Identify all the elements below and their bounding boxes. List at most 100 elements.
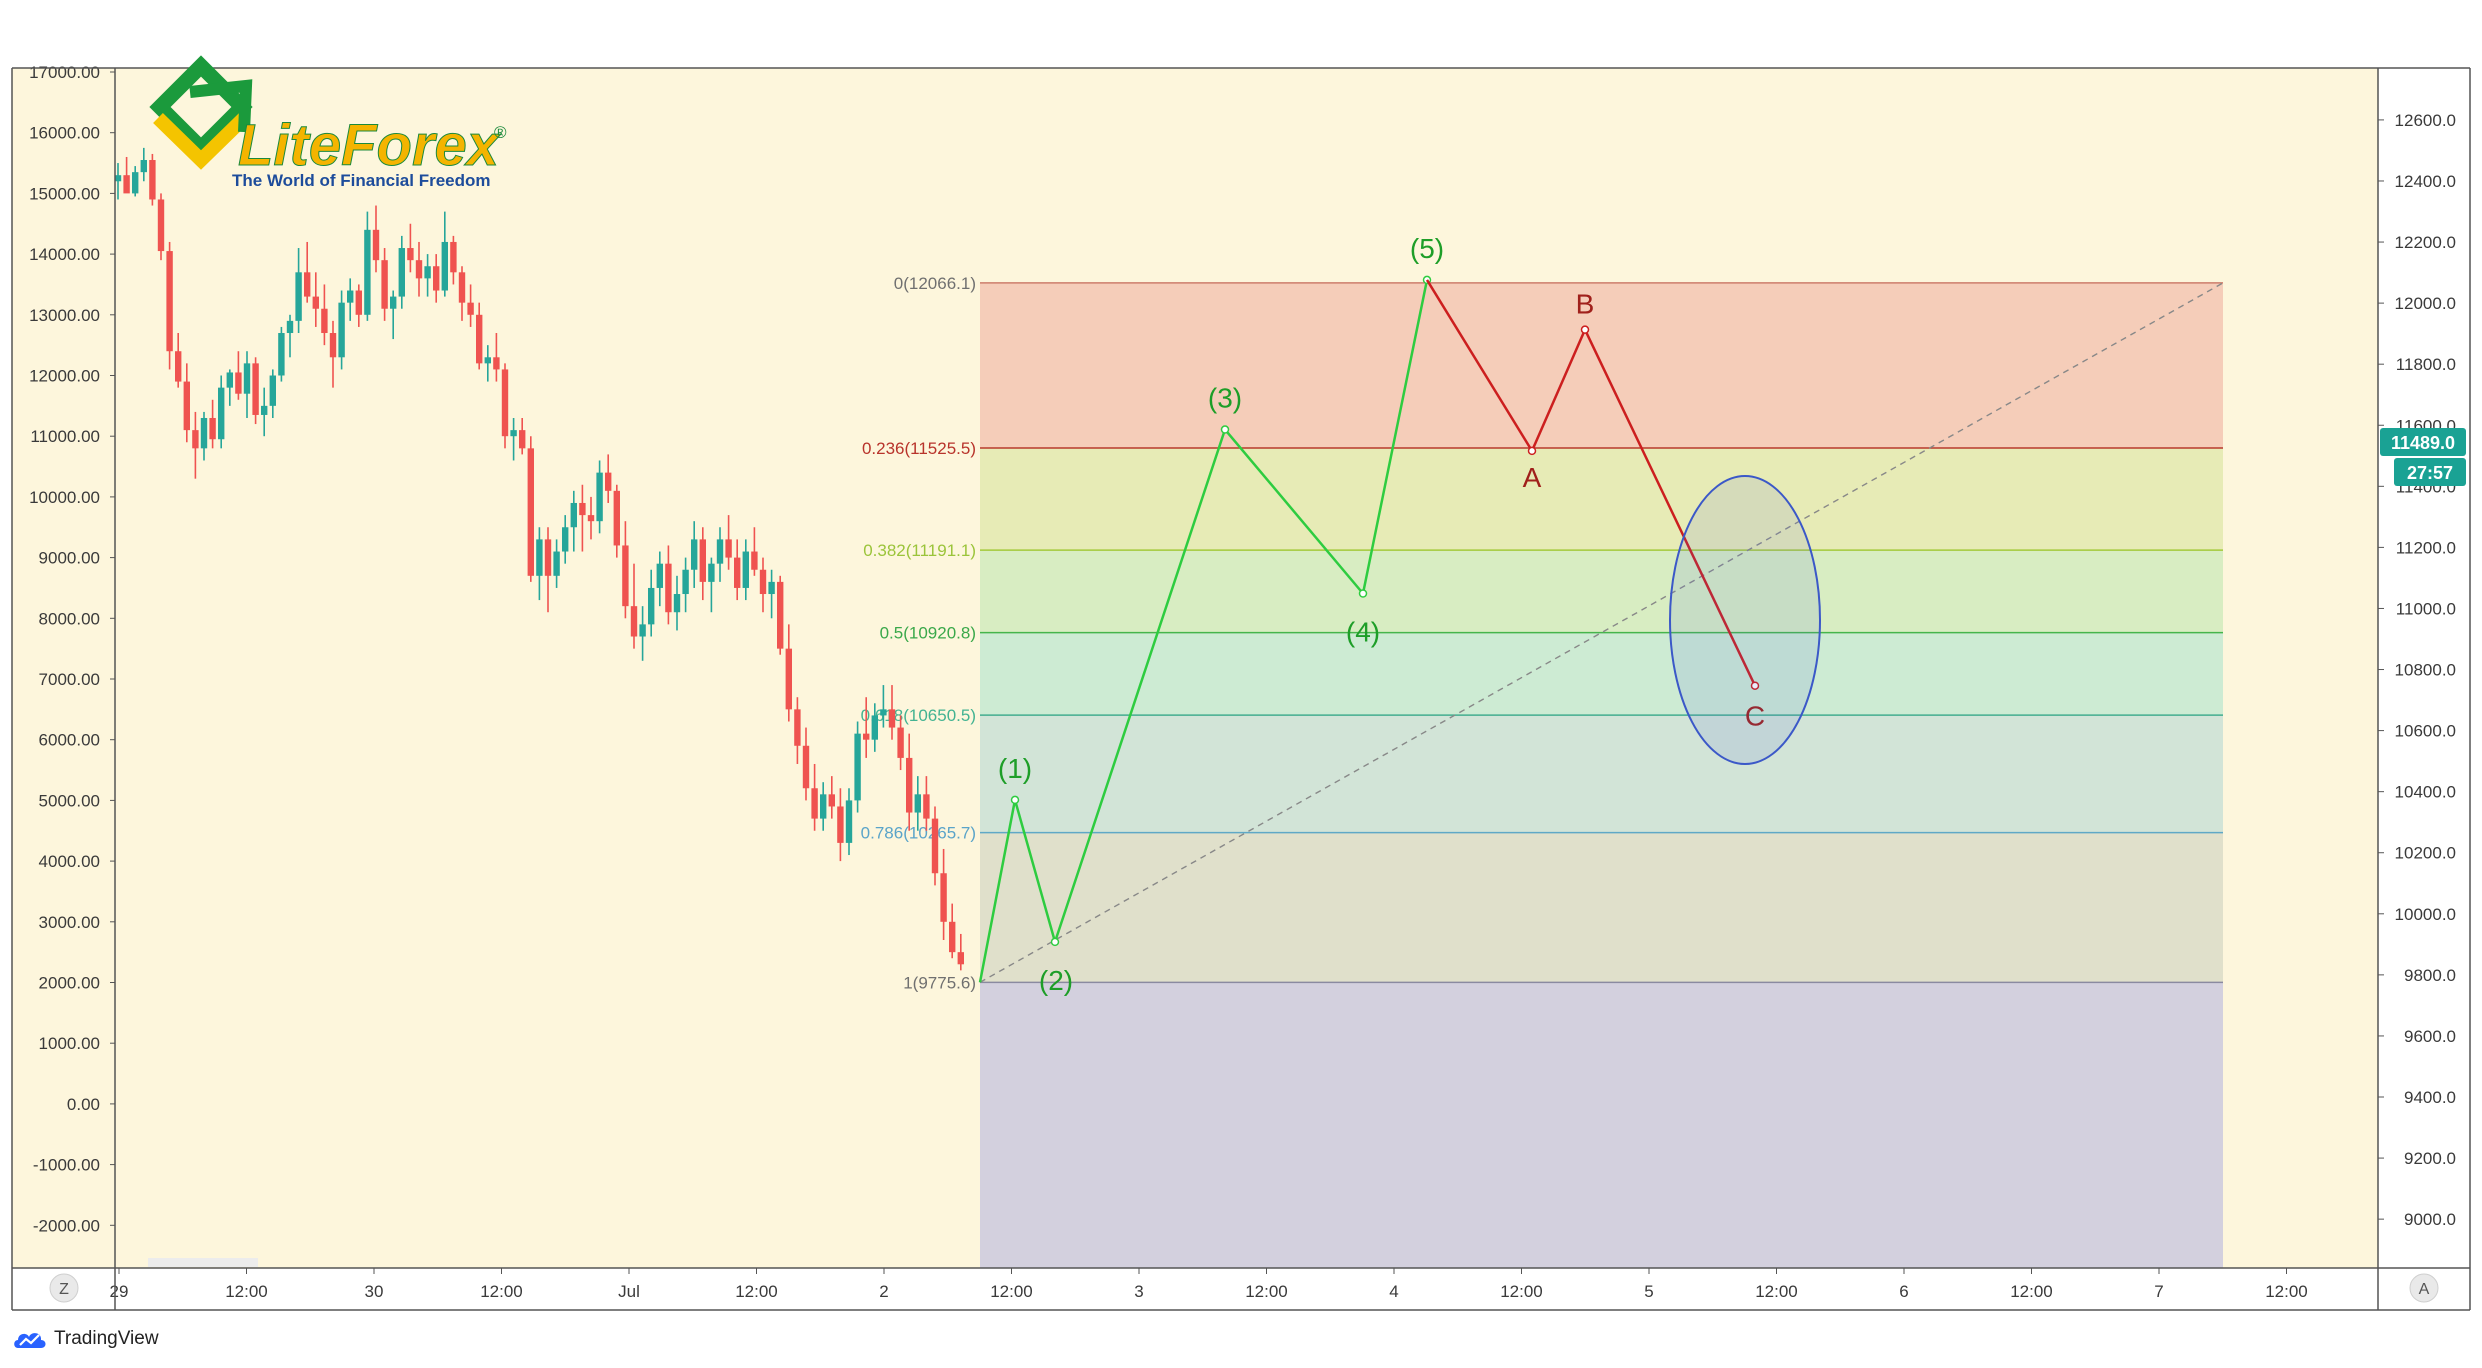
last-price-badge bbox=[2380, 428, 2466, 456]
candle-body bbox=[312, 296, 319, 309]
right-axis-label: 11200.0 bbox=[2396, 538, 2456, 557]
candle-body bbox=[527, 448, 534, 576]
candle-body bbox=[871, 715, 878, 740]
left-scale-label: Z bbox=[59, 1281, 69, 1298]
impulse-wave-point bbox=[1358, 589, 1368, 598]
left-axis-label: 13000.00 bbox=[29, 306, 100, 325]
candle-body bbox=[682, 569, 689, 595]
candle bbox=[914, 776, 921, 831]
left-scale-button[interactable]: Z bbox=[49, 1273, 79, 1303]
candle-body bbox=[329, 333, 337, 358]
candle-body bbox=[226, 372, 233, 388]
candle-body bbox=[596, 472, 603, 522]
impulse-wave-label: (4) bbox=[1346, 616, 1380, 647]
candle-body bbox=[863, 733, 870, 740]
candle-body bbox=[536, 539, 543, 576]
candle-body bbox=[458, 272, 466, 303]
candle-body bbox=[519, 430, 526, 449]
candle-body bbox=[613, 490, 620, 546]
candle-body bbox=[699, 539, 706, 582]
candle-body bbox=[777, 581, 784, 649]
right-axis-label: 10000.0 bbox=[2395, 905, 2456, 924]
candle bbox=[880, 685, 887, 728]
right-scale-label: A bbox=[2419, 1281, 2430, 1298]
right-scale-button[interactable]: A bbox=[2409, 1273, 2439, 1303]
candle bbox=[338, 290, 345, 370]
candle bbox=[286, 314, 294, 358]
candle-body bbox=[424, 266, 431, 279]
candle bbox=[390, 290, 397, 340]
fib-zone bbox=[980, 832, 2223, 983]
right-axis-label: 9400.0 bbox=[2404, 1088, 2456, 1107]
candle bbox=[149, 153, 156, 206]
candlestick-series bbox=[114, 147, 964, 971]
right-axis-label: 9600.0 bbox=[2404, 1027, 2456, 1046]
candle bbox=[114, 163, 122, 200]
candle bbox=[639, 606, 646, 661]
candle-body bbox=[845, 800, 853, 843]
candle bbox=[820, 782, 827, 831]
candle bbox=[484, 345, 491, 382]
candle bbox=[381, 248, 388, 321]
left-axis-label: -2000.00 bbox=[33, 1216, 100, 1235]
candle bbox=[183, 363, 190, 443]
candle bbox=[226, 369, 233, 406]
candle bbox=[157, 193, 165, 261]
candle-body bbox=[544, 539, 552, 576]
right-axis-label: 12000.0 bbox=[2395, 294, 2456, 313]
candle-body bbox=[441, 241, 448, 291]
time-scroll-handle[interactable] bbox=[148, 1258, 258, 1267]
candle bbox=[570, 490, 577, 552]
candle-body bbox=[716, 539, 724, 564]
candle bbox=[630, 563, 638, 649]
candle-body bbox=[570, 502, 577, 528]
countdown-text: 27:57 bbox=[2407, 463, 2453, 483]
candle-body bbox=[553, 551, 560, 576]
left-axis-label: 17000.00 bbox=[29, 63, 100, 82]
candle bbox=[648, 569, 655, 637]
candle bbox=[811, 763, 818, 831]
tradingview-name: TradingView bbox=[54, 1328, 159, 1349]
candle-body bbox=[725, 539, 732, 558]
fib-level-label: 0.236(11525.5) bbox=[862, 439, 976, 458]
candle-body bbox=[630, 606, 638, 637]
tradingview-branding[interactable]: TradingView bbox=[12, 1322, 159, 1356]
right-axis-label: 10200.0 bbox=[2395, 844, 2456, 863]
left-price-axis: 17000.00 16000.00 15000.00 14000.00 13000.00… bbox=[29, 63, 115, 1235]
time-axis-label: 4 bbox=[1389, 1282, 1398, 1301]
impulse-wave-point bbox=[1220, 425, 1230, 434]
candle-body bbox=[166, 251, 173, 352]
candle-body bbox=[252, 363, 259, 415]
candle bbox=[708, 557, 715, 613]
candle bbox=[536, 527, 543, 601]
price-badges: 11489.0 27:57 bbox=[2380, 428, 2466, 486]
candle bbox=[734, 539, 741, 601]
candle-body bbox=[304, 272, 311, 297]
time-axis-label: 12:00 bbox=[1500, 1282, 1543, 1301]
candle bbox=[372, 205, 380, 273]
candle-body bbox=[605, 472, 612, 491]
candle-body bbox=[897, 727, 904, 758]
fib-level-label: 0.382(11191.1) bbox=[863, 541, 976, 560]
time-axis-label: 5 bbox=[1644, 1282, 1653, 1301]
candle bbox=[476, 302, 483, 370]
candle-body bbox=[338, 302, 345, 358]
candle bbox=[312, 272, 319, 327]
candle bbox=[200, 411, 208, 461]
candle bbox=[845, 788, 853, 856]
candle bbox=[888, 685, 896, 740]
candle bbox=[398, 235, 405, 309]
candle-body bbox=[372, 229, 380, 261]
candle-body bbox=[149, 160, 156, 200]
right-axis-label: 9000.0 bbox=[2404, 1210, 2456, 1229]
candle bbox=[218, 375, 225, 449]
left-axis-label: 4000.00 bbox=[39, 852, 100, 871]
candle bbox=[175, 333, 182, 388]
candle bbox=[613, 484, 620, 558]
candle bbox=[931, 806, 939, 886]
liteforex-logo-name: LiteForex bbox=[238, 113, 502, 178]
time-axis-label: 2 bbox=[879, 1282, 888, 1301]
candle-body bbox=[931, 818, 939, 874]
right-axis-label: 12600.0 bbox=[2395, 111, 2456, 130]
candle-body bbox=[183, 381, 190, 431]
